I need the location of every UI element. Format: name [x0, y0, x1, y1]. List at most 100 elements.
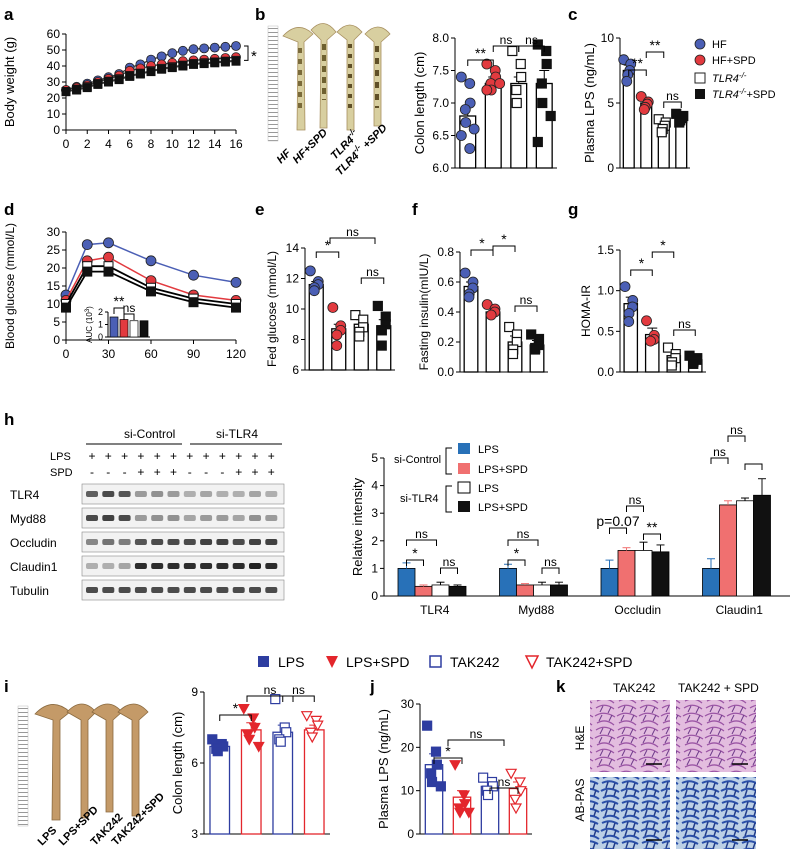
- marker-a-3-12: [189, 59, 198, 69]
- blot-band-2-11: [265, 539, 278, 545]
- blot-band-4-6: [183, 587, 196, 593]
- point-j-3-3: [509, 794, 522, 806]
- annot-j-0-bracket: [433, 757, 463, 764]
- x-tick-label-a-2: 4: [105, 137, 112, 151]
- y-tick-label-d-1: 5: [53, 315, 60, 329]
- blot-label-1: Myd88: [10, 512, 46, 526]
- blot-strip-2: [81, 531, 285, 553]
- blot-spd-marks: - - - + + + - - - + + +: [90, 465, 275, 479]
- y-tick-label-h-0: 0: [371, 589, 378, 603]
- inset-bar-3: [139, 320, 149, 338]
- lps-mark-11: +: [268, 449, 275, 463]
- y-tick-label-h-5: 5: [371, 451, 378, 465]
- legend-h-item-4: LPS+SPD: [478, 502, 528, 514]
- point-b-3-4: [537, 97, 548, 109]
- point-g-2-4: [666, 360, 677, 371]
- inset-annot-0-label: **: [114, 293, 125, 309]
- marker-a-3-0: [61, 87, 71, 97]
- bar-i-3: [303, 729, 325, 835]
- point-j-0-5: [435, 781, 446, 792]
- y-tick-label-e-0: 6: [292, 363, 299, 377]
- point-e-3-0: [372, 300, 383, 312]
- colon-i-3: [91, 703, 123, 813]
- annot-h-0-label: *: [412, 545, 418, 561]
- ruler-i: [17, 705, 29, 827]
- annot-h-9-bracket: [710, 457, 729, 464]
- inset-bar-0: [109, 316, 119, 338]
- marker-a-0-15: [220, 41, 231, 52]
- legend-h-marker-2: [458, 463, 470, 474]
- point-g-0-0: [619, 281, 631, 293]
- marker-a-3-1: [72, 85, 82, 95]
- legend-i-item-4: TAK242+SPD: [546, 654, 633, 670]
- annot-b-0-bracket: [467, 59, 494, 66]
- spd-mark-9: +: [235, 465, 242, 479]
- marker-d-0-1: [81, 239, 93, 251]
- y-tick-label-f-4: 0.8: [437, 245, 454, 259]
- blot-band-4-9: [232, 587, 245, 593]
- point-b-0-6: [455, 130, 467, 141]
- blot-band-3-0: [86, 563, 98, 569]
- panel-label-b: b: [255, 5, 265, 24]
- lps-mark-2: +: [121, 449, 128, 463]
- panel-label-f: f: [412, 200, 418, 219]
- point-b-3-1: [541, 45, 552, 57]
- legend-i-item-1: LPS: [278, 654, 304, 670]
- annot-f-2-bracket: [514, 305, 538, 312]
- annot-e-0-label: *: [325, 237, 331, 253]
- bar-h-1-0: [499, 568, 517, 597]
- blot-band-2-5: [167, 539, 180, 545]
- annot-h-5-label: ns: [544, 555, 557, 569]
- blot-band-2-9: [232, 539, 245, 545]
- marker-a-3-3: [93, 79, 103, 89]
- bar-i-0: [209, 745, 231, 835]
- histo-he-tak242-spd: [676, 700, 756, 772]
- photo-b-label-3-sup: -/-: [346, 126, 358, 138]
- blot-band-0-9: [232, 491, 245, 497]
- point-j-0-4: [426, 776, 438, 788]
- point-e-3-4: [376, 340, 387, 351]
- panel-label-k: k: [556, 677, 566, 696]
- marker-d-0-2: [103, 237, 114, 249]
- inset-annot-1-bracket: [123, 313, 135, 320]
- point-b-1-0: [481, 58, 493, 70]
- point-j-3-0: [505, 768, 518, 780]
- legend-c-tlr4-spd-sup: -/-: [739, 87, 747, 96]
- blot-label-4: Tubulin: [10, 584, 49, 598]
- spd-mark-0: -: [90, 465, 94, 479]
- blot-band-4-2: [118, 587, 131, 593]
- point-j-0-3: [426, 768, 437, 779]
- legend-c-marker-spd: [694, 54, 706, 66]
- point-i-1-4: [243, 734, 256, 746]
- legend-i: LPS LPS+SPD TAK242 TAK242+SPD: [258, 654, 633, 670]
- blot-band-4-4: [151, 587, 164, 593]
- blot-band-3-6: [183, 563, 196, 569]
- legend-i-marker-4: [524, 655, 540, 670]
- point-b-0-0: [455, 71, 467, 83]
- histo-abpas-tak242-spd: [676, 777, 756, 849]
- blot-label-2: Occludin: [10, 536, 57, 550]
- legend-c-marker-hf: [694, 38, 706, 50]
- point-i-0-4: [212, 746, 223, 757]
- blot-strip-1: [81, 507, 285, 529]
- blot-label-0: TLR4: [10, 488, 40, 502]
- point-b-2-0: [507, 45, 518, 57]
- annot-h-4-bracket: [507, 539, 539, 546]
- blot-band-2-10: [249, 539, 261, 545]
- legend-h-marker-3: [457, 481, 471, 494]
- blot-band-3-1: [102, 563, 115, 569]
- blot-band-4-7: [200, 587, 213, 593]
- annot-e-2-label: ns: [366, 265, 379, 279]
- point-i-3-2: [311, 720, 324, 732]
- blot-lps-marks: + + + + + + + + + + + +: [88, 449, 274, 463]
- legend-c-hf-spd: HF+SPD: [712, 55, 756, 67]
- blot-band-1-0: [86, 515, 98, 521]
- panel-label-a: a: [4, 5, 14, 24]
- marker-a-3-10: [167, 63, 177, 73]
- y-tick-label-g-2: 1.0: [597, 284, 614, 298]
- y-axis-title-c: Plasma LPS (ng/mL): [582, 43, 597, 163]
- annot-h-3-label: *: [514, 545, 520, 561]
- annot-f-0-bracket: [470, 249, 494, 256]
- point-b-3-3: [536, 78, 547, 89]
- histo-row-1: H&E: [573, 726, 587, 751]
